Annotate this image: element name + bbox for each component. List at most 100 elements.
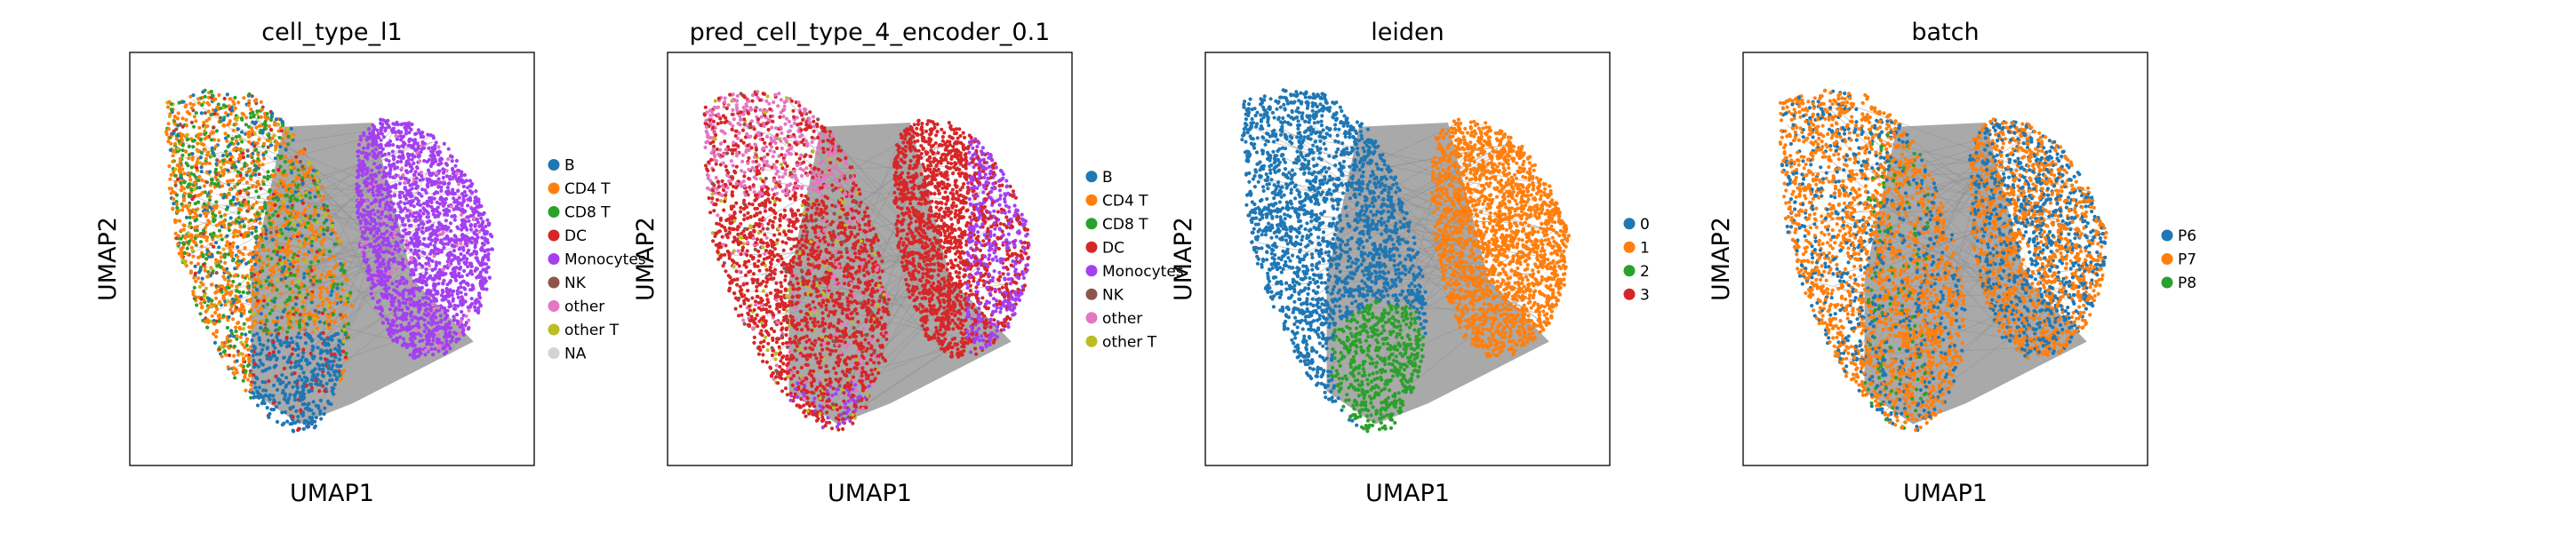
data-point (476, 213, 481, 218)
data-point (282, 421, 286, 426)
data-point (187, 153, 192, 157)
data-point (309, 268, 314, 273)
data-point (342, 324, 347, 329)
data-point (468, 224, 473, 228)
data-point (311, 282, 316, 287)
data-point (318, 225, 323, 229)
data-point (425, 215, 429, 219)
data-point (198, 240, 204, 244)
data-point (214, 296, 219, 300)
data-point (214, 172, 219, 177)
legend-item: NA (548, 346, 587, 363)
data-point (391, 127, 396, 131)
data-point (447, 320, 452, 324)
data-point (183, 262, 188, 266)
data-point (454, 171, 460, 176)
data-point (260, 209, 265, 213)
data-point (263, 368, 268, 373)
data-point (309, 243, 314, 248)
data-point (808, 316, 813, 321)
data-point (418, 339, 422, 344)
data-point (221, 219, 227, 224)
data-point (427, 321, 431, 325)
data-point (185, 246, 189, 251)
data-point (394, 240, 398, 244)
data-point (477, 293, 482, 298)
data-point (407, 125, 412, 130)
data-point (479, 247, 484, 251)
data-point (761, 359, 765, 363)
data-point (164, 130, 169, 134)
data-point (400, 314, 404, 319)
data-point (228, 157, 233, 162)
data-point (322, 411, 326, 417)
data-point (317, 248, 322, 252)
data-point (228, 245, 232, 250)
data-point (218, 299, 222, 304)
data-point (431, 212, 436, 217)
data-point (318, 411, 323, 416)
data-point (424, 261, 428, 266)
data-point (278, 255, 283, 259)
data-point (311, 233, 316, 237)
data-point (432, 311, 436, 316)
data-point (186, 251, 190, 256)
data-point (303, 341, 308, 346)
data-point (195, 228, 199, 233)
data-point (229, 283, 234, 288)
data-point (413, 182, 418, 187)
data-point (257, 352, 262, 356)
data-point (216, 102, 220, 107)
data-point (193, 271, 197, 275)
legend-item: B (548, 157, 575, 175)
data-point (394, 134, 398, 139)
data-point (252, 380, 257, 386)
data-point (311, 236, 316, 241)
umap-panel-2: pred_cell_type_4_encoder_0.1UMAP1UMAP2BC… (632, 19, 1184, 507)
data-point (311, 369, 316, 373)
data-point (282, 340, 286, 345)
data-point (393, 247, 397, 251)
data-point (303, 259, 308, 264)
data-point (479, 279, 484, 283)
data-point (379, 126, 383, 131)
data-point (215, 264, 220, 268)
data-point (365, 236, 370, 241)
data-point (231, 235, 236, 239)
data-point (436, 306, 441, 310)
data-point (311, 168, 316, 172)
data-point (313, 313, 317, 317)
data-point (225, 285, 229, 290)
data-point (321, 374, 326, 378)
data-point (281, 170, 286, 175)
data-point (222, 344, 227, 348)
data-point (270, 237, 275, 242)
data-point (268, 356, 272, 361)
data-point (182, 179, 187, 184)
data-point (451, 187, 455, 192)
data-point (216, 314, 220, 318)
data-point (764, 284, 768, 289)
data-point (468, 288, 473, 292)
data-point (452, 303, 457, 307)
data-point (277, 135, 282, 140)
data-point (245, 317, 250, 322)
data-point (366, 127, 372, 131)
data-point (304, 190, 308, 195)
data-point (879, 315, 884, 320)
data-point (249, 115, 253, 120)
data-point (369, 291, 373, 296)
data-point (391, 258, 396, 262)
data-point (377, 243, 381, 247)
data-point (372, 227, 377, 231)
data-point (385, 223, 389, 227)
data-point (466, 264, 470, 269)
data-point (345, 293, 349, 298)
data-point (395, 284, 399, 289)
data-point (414, 131, 419, 136)
data-point (323, 321, 327, 325)
data-point (399, 240, 404, 244)
data-point (329, 232, 333, 236)
data-point (805, 230, 810, 235)
data-point (295, 269, 300, 274)
